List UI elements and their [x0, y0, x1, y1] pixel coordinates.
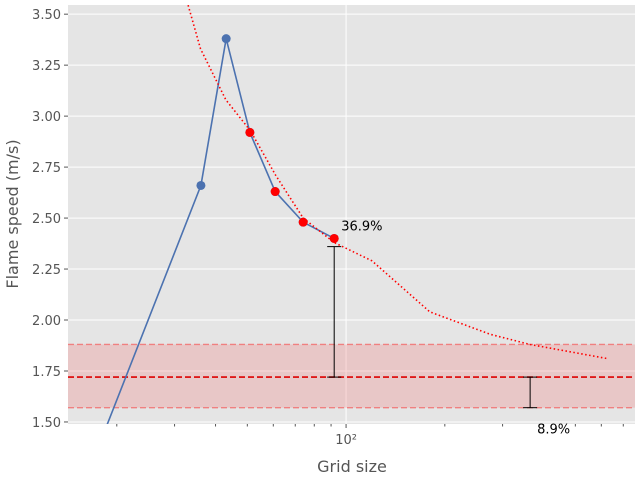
- y-tick-label: 1.75: [32, 365, 61, 380]
- y-tick-label: 1.50: [32, 416, 61, 431]
- y-tick-label: 2.75: [32, 161, 61, 176]
- series-line: [187, 5, 609, 360]
- y-tick-label: 3.00: [32, 110, 61, 125]
- y-tick-label: 2.25: [32, 263, 61, 278]
- data-point: [298, 217, 308, 227]
- data-point: [81, 477, 90, 480]
- plot-area: [68, 5, 635, 480]
- error-bar: [327, 246, 342, 378]
- data-point: [329, 233, 339, 243]
- y-tick-label: 3.50: [32, 8, 61, 23]
- data-point: [196, 180, 206, 190]
- y-tick-label: 2.50: [32, 212, 61, 227]
- y-tick-label: 3.25: [32, 59, 61, 74]
- data-point: [221, 34, 231, 44]
- band: [68, 344, 635, 408]
- error-bar-label: 8.9%: [537, 423, 570, 438]
- x-tick-label: 10²: [335, 433, 357, 448]
- y-axis-label: Flame speed (m/s): [3, 139, 22, 288]
- x-axis-label: Grid size: [317, 457, 387, 476]
- data-point: [270, 187, 280, 197]
- data-point: [245, 127, 255, 137]
- y-tick-label: 2.00: [32, 314, 61, 329]
- error-bar: [523, 376, 538, 409]
- error-bar-label: 36.9%: [341, 220, 382, 235]
- plot-background: [68, 5, 635, 424]
